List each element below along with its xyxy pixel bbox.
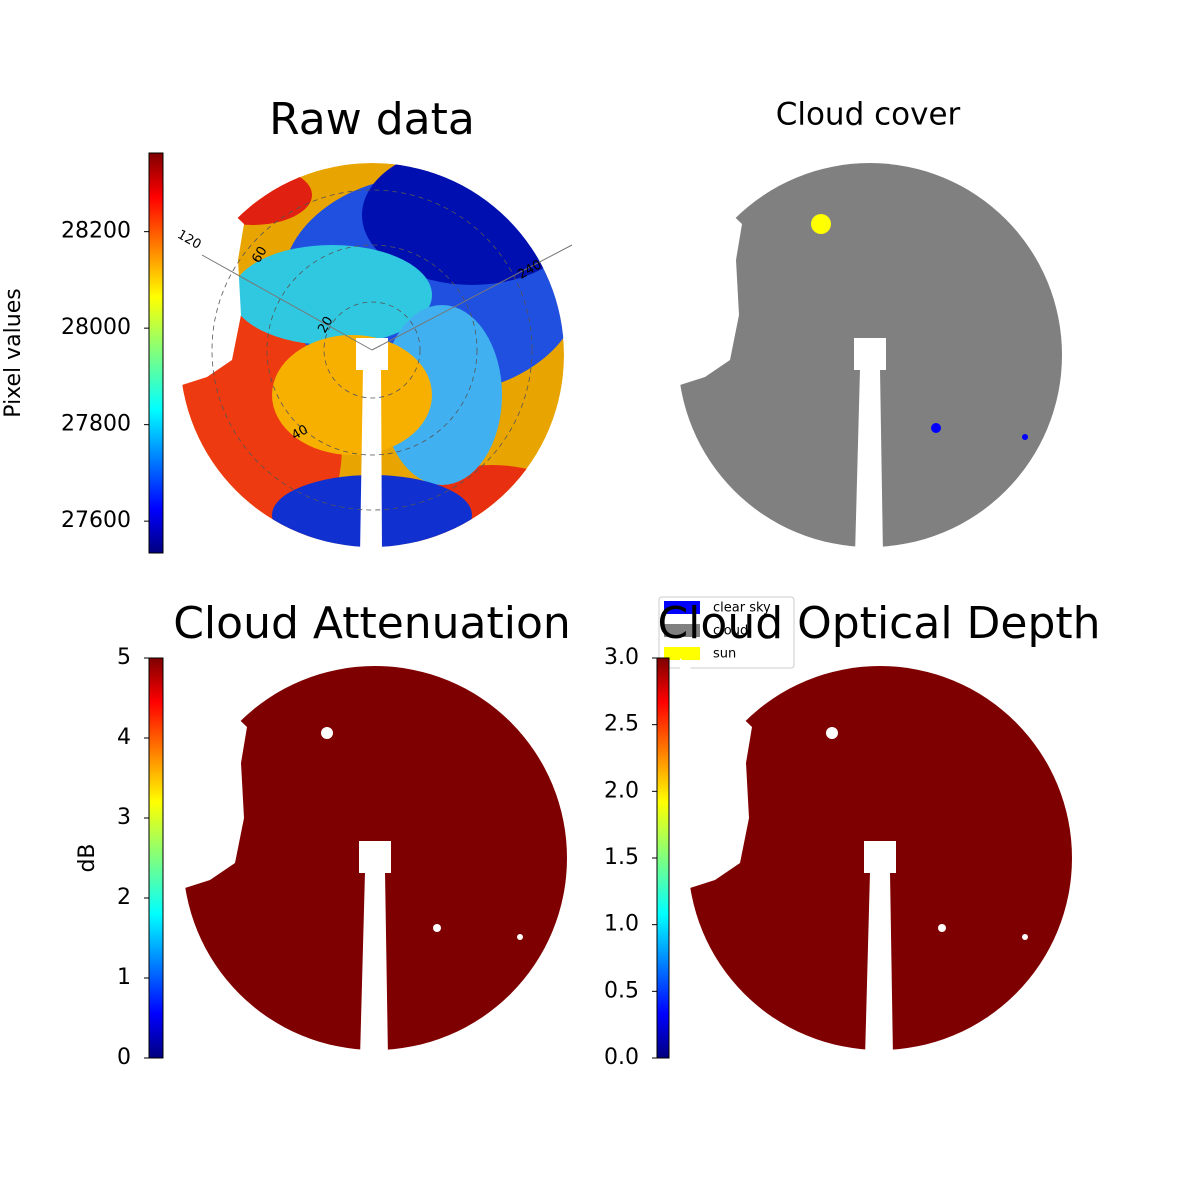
sky-image	[167, 155, 573, 555]
panel-title: Raw data	[269, 94, 475, 145]
colorbar-tick-label: 5	[117, 645, 131, 670]
image-mask	[854, 338, 886, 370]
colorbar-tick-label: 3	[117, 805, 131, 830]
polar-spoke	[201, 254, 373, 351]
colorbar	[148, 657, 164, 1059]
polar-label: 20	[315, 314, 336, 336]
image-mask	[665, 155, 742, 385]
panel-title: Cloud Attenuation	[173, 598, 571, 649]
colorbar-tick-label: 27800	[61, 412, 131, 437]
colorbar-tick-label: 3.0	[604, 645, 639, 670]
clear-region	[1022, 434, 1028, 440]
image-mask	[167, 155, 244, 385]
polar-label: 60	[249, 244, 270, 266]
polar-spoke	[371, 244, 573, 351]
colorbar-label: dB	[75, 843, 100, 872]
colorbar-tick-label: 2.0	[604, 778, 639, 803]
colorbar-tick-label: 28200	[61, 219, 131, 244]
sky-image	[665, 155, 1062, 555]
colorbar-tick-label: 2.5	[604, 712, 639, 737]
legend-label: sun	[713, 647, 736, 662]
image-mask	[864, 841, 896, 873]
colorbar-tick-label: 1.5	[604, 845, 639, 870]
image-mask	[675, 658, 752, 888]
colorbar-tick-label: 1	[117, 965, 131, 990]
image-mask	[359, 841, 391, 873]
image-mask	[938, 924, 946, 932]
colorbar-tick-label: 1.0	[604, 912, 639, 937]
legend-swatch	[664, 624, 700, 637]
image-mask	[170, 658, 247, 888]
colorbar-tick-label: 4	[117, 725, 131, 750]
image-mask	[517, 934, 523, 940]
image-region	[382, 305, 502, 485]
colorbar-label: Pixel values	[1, 288, 26, 417]
image-mask	[855, 369, 883, 555]
legend-swatch	[664, 647, 700, 660]
image-mask	[433, 924, 441, 932]
image-mask	[321, 727, 333, 739]
clear-region	[931, 423, 941, 433]
colorbar-tick-label: 0	[117, 1045, 131, 1070]
colorbar-tick-label: 2	[117, 885, 131, 910]
image-mask	[826, 727, 838, 739]
legend-label: clear sky	[713, 601, 771, 616]
image-region	[272, 335, 432, 455]
image-mask	[360, 369, 382, 555]
polar-circle	[266, 244, 478, 456]
panel-title: Cloud Optical Depth	[657, 598, 1100, 649]
colorbar-tick-label: 28000	[61, 315, 131, 340]
image-mask	[356, 338, 388, 370]
legend-label: cloud	[713, 624, 748, 639]
image-mask	[360, 872, 388, 1058]
colorbar-tick-label: 27600	[61, 508, 131, 533]
colorbar	[656, 657, 670, 1059]
legend-swatch	[664, 601, 700, 614]
image-region	[232, 245, 432, 345]
image-mask	[1022, 934, 1028, 940]
colorbar-tick-label: 0.5	[604, 978, 639, 1003]
panel-title: Cloud cover	[776, 97, 961, 133]
polar-circle	[211, 189, 533, 511]
colorbar-tick-label: 0.0	[604, 1045, 639, 1070]
sun-region	[811, 214, 831, 234]
image-mask	[865, 872, 893, 1058]
colorbar	[148, 152, 164, 554]
sky-image	[170, 658, 567, 1058]
polar-circle	[323, 301, 421, 399]
polar-label: 40	[289, 422, 311, 443]
sky-image	[675, 658, 1072, 1058]
